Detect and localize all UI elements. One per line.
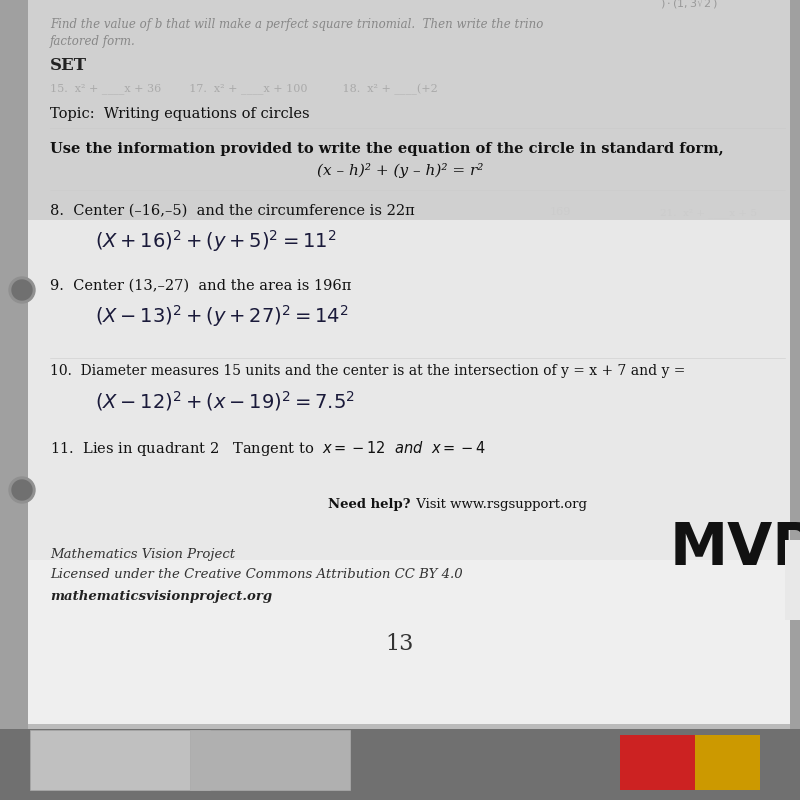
FancyBboxPatch shape	[190, 730, 350, 790]
Circle shape	[9, 477, 35, 503]
FancyBboxPatch shape	[785, 540, 800, 620]
FancyBboxPatch shape	[28, 0, 790, 220]
Text: 10.  Diameter measures 15 units and the center is at the intersection of y = x +: 10. Diameter measures 15 units and the c…	[50, 364, 686, 378]
Text: $) \cdot (1, 3\sqrt{2})$: $) \cdot (1, 3\sqrt{2})$	[660, 0, 718, 11]
FancyBboxPatch shape	[28, 560, 790, 725]
Text: 13: 13	[386, 633, 414, 655]
Text: 21.  x² + ____x + 5: 21. x² + ____x + 5	[660, 208, 757, 218]
Text: 11.  Lies in quadrant 2   Tangent to  $x = -12$  $\mathit{and}$  $x = -4$: 11. Lies in quadrant 2 Tangent to $x = -…	[50, 438, 486, 458]
Text: $(X - 13)^2 + (y + 27)^2 = 14^2$: $(X - 13)^2 + (y + 27)^2 = 14^2$	[95, 303, 349, 330]
FancyBboxPatch shape	[28, 220, 790, 700]
Text: Find the value of b that will make a perfect square trinomial.  Then write the t: Find the value of b that will make a per…	[50, 18, 543, 31]
Text: SET: SET	[50, 57, 87, 74]
Text: 8.  Center (–16,–5)  and the circumference is 22π: 8. Center (–16,–5) and the circumference…	[50, 204, 414, 218]
Circle shape	[12, 280, 32, 300]
FancyBboxPatch shape	[30, 730, 210, 790]
Text: Need help?: Need help?	[327, 498, 410, 511]
Text: factored form.: factored form.	[50, 35, 136, 48]
Text: 15.  x² + ____x + 36        17.  x² + ____x + 100          18.  x² + ____(+2: 15. x² + ____x + 36 17. x² + ____x + 100…	[50, 83, 438, 94]
Text: Topic:  Writing equations of circles: Topic: Writing equations of circles	[50, 107, 310, 121]
Text: 169: 169	[550, 207, 571, 217]
Circle shape	[9, 277, 35, 303]
Text: Visit www.rsgsupport.org: Visit www.rsgsupport.org	[412, 498, 587, 511]
Text: 9.  Center (13,–27)  and the area is 196π: 9. Center (13,–27) and the area is 196π	[50, 279, 351, 293]
Text: $(X + 16)^2 + (y + 5)^2 = 11^2$: $(X + 16)^2 + (y + 5)^2 = 11^2$	[95, 228, 337, 254]
Text: Use the information provided to write the equation of the circle in standard for: Use the information provided to write th…	[50, 142, 724, 156]
Text: mathematicsvisionproject.org: mathematicsvisionproject.org	[50, 590, 272, 603]
Text: (x – h)² + (y – h)² = r²: (x – h)² + (y – h)² = r²	[317, 163, 483, 178]
FancyBboxPatch shape	[0, 729, 800, 800]
FancyBboxPatch shape	[28, 724, 790, 729]
Text: MVP: MVP	[670, 520, 800, 577]
Text: Licensed under the Creative Commons Attribution CC BY 4.0: Licensed under the Creative Commons Attr…	[50, 568, 462, 581]
FancyBboxPatch shape	[620, 735, 695, 790]
Text: $(X - 12)^2 + (x - 19)^2 = 7.5^2$: $(X - 12)^2 + (x - 19)^2 = 7.5^2$	[95, 389, 355, 413]
Circle shape	[12, 480, 32, 500]
FancyBboxPatch shape	[695, 735, 760, 790]
Text: Mathematics Vision Project: Mathematics Vision Project	[50, 548, 235, 561]
